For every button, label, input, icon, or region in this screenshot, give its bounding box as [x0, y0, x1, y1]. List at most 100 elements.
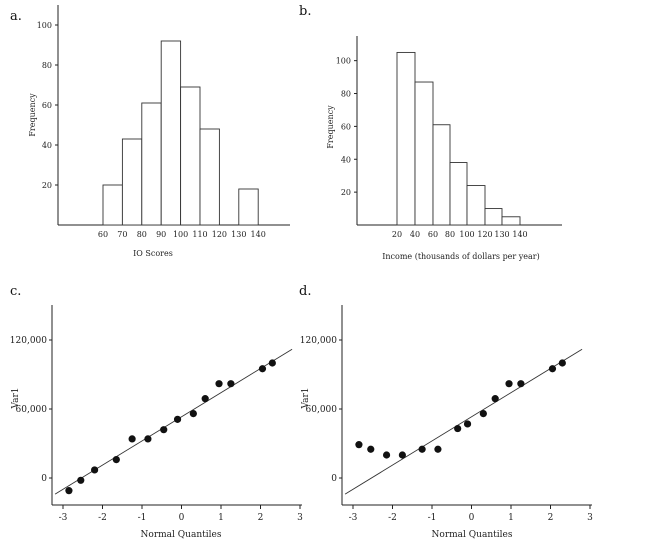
a-bar	[180, 86, 201, 226]
c-xtick-label: 0	[179, 513, 185, 523]
a-xtick-label: 120	[212, 230, 227, 239]
c-data-point	[268, 359, 276, 367]
b-bar	[466, 185, 486, 226]
d-data-point	[367, 445, 375, 453]
d-data-point	[491, 395, 499, 403]
panel-c-points	[65, 359, 276, 495]
d-xtick-label: 0	[469, 513, 475, 523]
c-data-point	[77, 476, 85, 484]
panel-b-yticks: 20 40 60 80 100	[336, 57, 357, 197]
c-data-point	[160, 426, 168, 434]
b-ytick-label: 40	[341, 155, 351, 164]
d-data-point	[454, 424, 462, 433]
panel-a: a. Frequency IO Scores 20 40 60 80 100 60 70 8…	[10, 5, 290, 258]
a-xtick-label: 140	[251, 230, 266, 239]
a-xtick-label: 70	[117, 230, 127, 239]
b-ytick-label: 60	[341, 122, 351, 131]
panel-b-bars	[396, 51, 521, 226]
b-bar	[414, 81, 434, 226]
d-ytick-label: 60,000	[306, 405, 338, 415]
c-data-point	[128, 435, 136, 443]
panel-a-yticks: 20 40 60 80 100	[37, 21, 58, 190]
b-bar	[501, 216, 521, 226]
c-ytick-label: 120,000	[10, 336, 47, 346]
c-data-point	[91, 466, 99, 474]
d-data-point	[558, 359, 566, 367]
d-data-point	[463, 420, 472, 428]
d-data-point	[434, 445, 442, 453]
c-ytick-label: 0	[41, 474, 47, 484]
b-bar	[432, 124, 451, 226]
c-xtick-label: -3	[59, 513, 68, 523]
panel-d-xlabel: Normal Quantiles	[432, 530, 513, 540]
b-xtick-label: 60	[428, 230, 438, 239]
panel-a-xlabel: IO Scores	[133, 249, 173, 258]
a-xtick-label: 90	[156, 230, 166, 239]
a-bar	[199, 128, 220, 226]
panel-c: c. Var1 Normal Quantiles 0 60,000 120,000 -…	[10, 284, 303, 540]
b-ytick-label: 20	[341, 188, 351, 197]
d-xtick-label: -1	[428, 513, 437, 523]
b-xtick-label: 140	[512, 230, 527, 239]
b-bar	[484, 208, 503, 226]
a-ytick-label: 80	[42, 61, 52, 70]
a-xtick-label: 80	[137, 230, 147, 239]
panel-d: d. Var1 Normal Quantiles 0 60,000 120,000 -…	[299, 284, 593, 540]
panel-b: b. Frequency Income (thousands of dollar…	[299, 4, 562, 261]
panel-c-fit-line	[54, 348, 293, 495]
d-data-point	[398, 451, 406, 459]
d-xtick-label: 1	[508, 513, 514, 523]
d-data-point	[355, 441, 363, 449]
d-data-point	[505, 380, 513, 388]
a-ytick-label: 100	[37, 21, 52, 30]
b-xtick-label: 130	[494, 230, 509, 239]
b-xtick-label: 40	[410, 230, 420, 239]
c-ytick-label: 60,000	[16, 405, 48, 415]
panel-d-ylabel: Var1	[301, 387, 311, 409]
b-ytick-label: 100	[336, 57, 351, 66]
panel-c-xlabel: Normal Quantiles	[141, 530, 222, 540]
d-ytick-label: 0	[331, 474, 337, 484]
d-data-point	[517, 380, 525, 388]
b-xtick-label: 80	[445, 230, 455, 239]
d-data-point	[548, 365, 557, 373]
c-xtick-label: -1	[138, 513, 147, 523]
panel-d-points	[355, 359, 566, 459]
panel-c-ylabel: Var1	[11, 387, 21, 409]
panel-d-ticks: 0 60,000 120,000 -3 -2 -1 0 1 2 3	[300, 336, 593, 523]
a-xtick-label: 60	[98, 230, 108, 239]
b-bar	[396, 51, 416, 226]
c-xtick-label: -2	[98, 513, 107, 523]
panel-a-ylabel: Frequency	[28, 93, 37, 137]
panel-c-ticks: 0 60,000 120,000 -3 -2 -1 0 1 2 3	[10, 336, 303, 523]
d-data-point	[479, 410, 487, 418]
a-bar	[102, 184, 123, 226]
c-data-point	[144, 435, 152, 443]
a-ytick-label: 60	[42, 101, 52, 110]
a-ytick-label: 40	[42, 141, 52, 150]
a-xtick-label: 110	[192, 230, 207, 239]
panel-b-label: b.	[299, 4, 311, 19]
c-data-point	[112, 456, 120, 464]
a-bar	[121, 138, 143, 226]
c-reference-line	[54, 348, 293, 495]
panel-c-label: c.	[10, 284, 21, 299]
d-reference-line	[344, 348, 583, 495]
panel-a-xticks: 60 70 80 90 100 110 120 130 140	[98, 230, 266, 239]
c-data-point	[65, 487, 73, 495]
b-bar	[449, 162, 468, 226]
c-data-point	[189, 410, 197, 418]
b-xtick-label: 120	[477, 230, 492, 239]
panel-a-bars	[102, 40, 259, 226]
b-xtick-label: 20	[392, 230, 402, 239]
panel-d-label: d.	[299, 284, 311, 299]
b-xtick-label: 100	[459, 230, 474, 239]
d-xtick-label: -2	[388, 513, 397, 523]
a-xtick-label: 100	[173, 230, 188, 239]
c-data-point	[215, 380, 223, 388]
panel-a-label: a.	[10, 9, 22, 24]
c-data-point	[173, 415, 182, 423]
c-xtick-label: 1	[218, 513, 224, 523]
panel-b-xticks: 20 40 60 80 100 120 130 140	[392, 230, 528, 239]
